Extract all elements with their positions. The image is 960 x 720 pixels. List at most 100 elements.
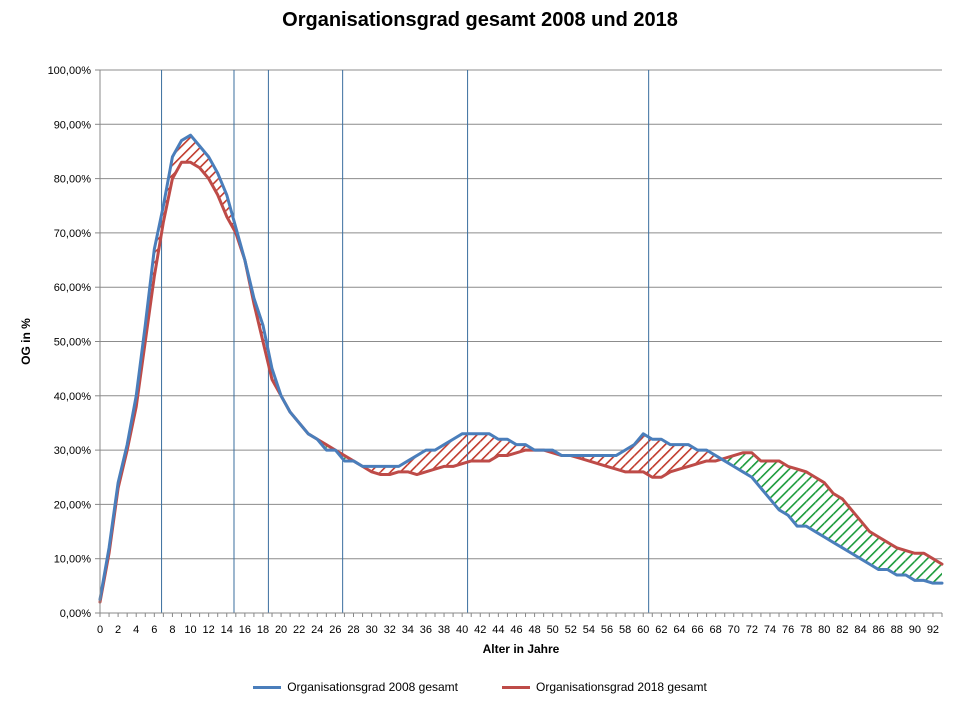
x-tick-label: 10 xyxy=(184,624,196,636)
red-hatch-area xyxy=(190,135,200,168)
x-tick-label: 26 xyxy=(329,624,341,636)
chart-title: Organisationsgrad gesamt 2008 und 2018 xyxy=(282,9,678,31)
x-tick-label: 92 xyxy=(927,624,939,636)
green-hatch-area xyxy=(905,550,915,581)
y-axis-label: OG in % xyxy=(19,318,33,365)
green-hatch-area xyxy=(824,482,834,543)
legend-item-2008: Organisationsgrad 2008 gesamt xyxy=(253,680,458,694)
red-hatch-area xyxy=(208,156,218,195)
x-tick-label: 44 xyxy=(492,624,504,636)
x-axis-label: Alter in Jahre xyxy=(483,642,560,656)
x-tick-label: 38 xyxy=(438,624,450,636)
red-hatch-area xyxy=(380,466,390,475)
green-hatch-area xyxy=(806,471,816,532)
y-tick-label: 0,00% xyxy=(60,608,91,620)
y-tick-label: 80,00% xyxy=(54,174,92,186)
red-hatch-area xyxy=(416,450,426,475)
red-hatch-area xyxy=(172,140,182,179)
series-line-2008 xyxy=(98,133,944,601)
red-hatch-area xyxy=(661,439,671,478)
green-hatch-area xyxy=(842,498,852,554)
axes: 0,00% 10,00% 20,00% 30,00% 40,00% 50,00% 60,00… xyxy=(48,65,943,636)
x-tick-label: 40 xyxy=(456,624,468,636)
x-tick-label: 68 xyxy=(710,624,722,636)
y-tick-label: 90,00% xyxy=(54,119,92,131)
y-tick-label: 50,00% xyxy=(54,337,92,349)
x-tick-label: 86 xyxy=(872,624,884,636)
x-tick-label: 24 xyxy=(311,624,323,636)
x-tick-label: 30 xyxy=(365,624,377,636)
x-tick-label: 8 xyxy=(169,624,175,636)
x-tick-label: 52 xyxy=(565,624,577,636)
x-tick-label: 88 xyxy=(891,624,903,636)
y-tick-label: 100,00% xyxy=(48,65,92,77)
red-hatch-area xyxy=(462,433,472,464)
x-tick-label: 90 xyxy=(909,624,921,636)
x-tick-label: 18 xyxy=(257,624,269,636)
red-hatch-area xyxy=(444,439,454,467)
y-tick-label: 20,00% xyxy=(54,499,92,511)
y-tick-label: 10,00% xyxy=(54,554,92,566)
green-hatch-area xyxy=(851,509,861,559)
red-hatch-area xyxy=(471,433,481,461)
green-hatch-area xyxy=(833,493,843,548)
legend: Organisationsgrad 2008 gesamt Organisati… xyxy=(0,680,960,694)
red-hatch-area xyxy=(489,433,499,461)
green-hatch-area xyxy=(769,460,780,510)
x-tick-label: 46 xyxy=(510,624,522,636)
legend-swatch-2018 xyxy=(502,685,530,689)
y-tick-label: 60,00% xyxy=(54,282,92,294)
legend-label-2018: Organisationsgrad 2018 gesamt xyxy=(536,680,707,694)
x-tick-label: 48 xyxy=(528,624,540,636)
x-tick-label: 42 xyxy=(474,624,486,636)
y-tick-label: 30,00% xyxy=(54,445,92,457)
x-tick-label: 70 xyxy=(728,624,740,636)
green-hatch-area xyxy=(896,547,906,575)
x-tick-label: 62 xyxy=(655,624,667,636)
x-tick-label: 60 xyxy=(637,624,649,636)
x-tick-label: 54 xyxy=(583,624,595,636)
red-hatch-area xyxy=(498,439,508,456)
red-hatch-area xyxy=(453,433,463,467)
green-hatch-area xyxy=(869,531,879,570)
x-tick-label: 58 xyxy=(619,624,631,636)
x-tick-label: 76 xyxy=(782,624,794,636)
red-hatch-area xyxy=(217,173,227,217)
red-hatch-area xyxy=(679,444,689,470)
grid-lines xyxy=(100,69,942,560)
x-tick-label: 4 xyxy=(133,624,139,636)
x-tick-label: 82 xyxy=(836,624,848,636)
red-hatch-area xyxy=(643,433,653,478)
red-hatch-area xyxy=(434,444,445,470)
red-hatch-area xyxy=(181,135,191,163)
x-tick-label: 84 xyxy=(854,624,866,636)
green-hatch-area xyxy=(887,542,897,575)
green-hatch-area xyxy=(932,558,942,584)
vertical-markers xyxy=(161,70,650,613)
y-tick-label: 40,00% xyxy=(54,391,92,403)
red-hatch-area xyxy=(425,450,435,472)
x-tick-label: 12 xyxy=(203,624,215,636)
green-hatch-area xyxy=(923,553,933,584)
green-hatch-area xyxy=(914,553,924,581)
x-tick-label: 66 xyxy=(691,624,703,636)
red-hatch-area xyxy=(625,444,635,472)
x-tick-label: 6 xyxy=(151,624,157,636)
x-tick-label: 56 xyxy=(601,624,613,636)
x-tick-label: 16 xyxy=(239,624,251,636)
y-tick-label: 70,00% xyxy=(54,228,92,240)
x-tick-label: 20 xyxy=(275,624,287,636)
x-tick-label: 64 xyxy=(673,624,685,636)
green-hatch-area xyxy=(860,520,870,565)
red-hatch-area xyxy=(480,433,490,461)
x-tick-label: 14 xyxy=(221,624,233,636)
x-tick-label: 36 xyxy=(420,624,432,636)
red-hatch-area xyxy=(652,439,662,478)
legend-label-2008: Organisationsgrad 2008 gesamt xyxy=(287,680,458,694)
x-tick-label: 22 xyxy=(293,624,305,636)
x-tick-label: 74 xyxy=(764,624,776,636)
x-tick-label: 78 xyxy=(800,624,812,636)
green-hatch-area xyxy=(742,452,752,478)
green-hatch-area xyxy=(788,466,798,527)
